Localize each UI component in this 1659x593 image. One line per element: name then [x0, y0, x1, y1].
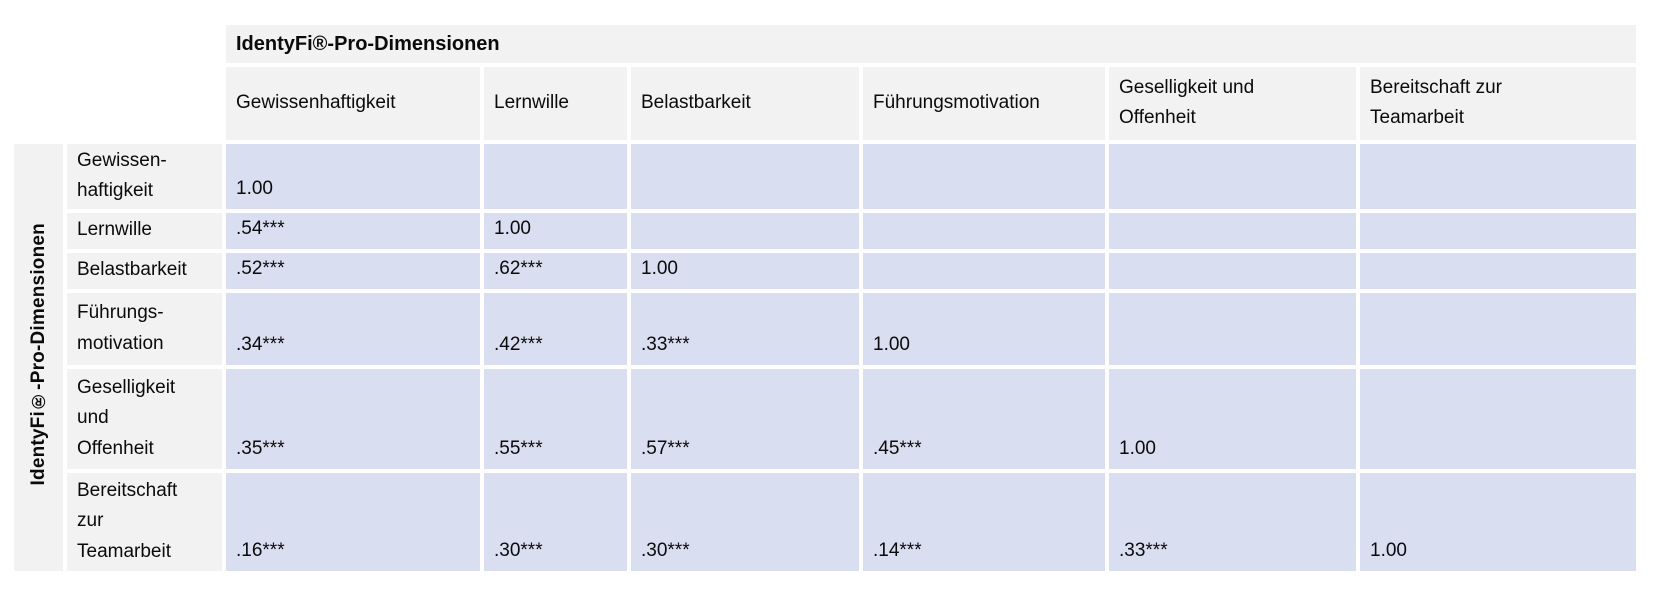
matrix-cell [863, 212, 1105, 249]
matrix-cell [1360, 212, 1636, 249]
row-header-lernwille: Lernwille [67, 212, 222, 249]
matrix-cell: .42*** [484, 292, 627, 365]
matrix-cell: 1.00 [226, 143, 480, 209]
table-row: Geselligkeit und Offenheit .35*** .55***… [14, 368, 1636, 469]
matrix-cell [863, 143, 1105, 209]
spacer-cell [14, 25, 63, 63]
column-header-lernwille: Lernwille [484, 67, 627, 140]
matrix-cell [1109, 143, 1356, 209]
matrix-cell [1360, 292, 1636, 365]
matrix-cell: 1.00 [863, 292, 1105, 365]
column-group-title: IdentyFi®-Pro-Dimensionen [226, 25, 1636, 63]
matrix-cell [1109, 252, 1356, 289]
matrix-cell: .34*** [226, 292, 480, 365]
matrix-cell [631, 212, 859, 249]
matrix-cell: .16*** [226, 472, 480, 571]
matrix-cell: 1.00 [631, 252, 859, 289]
matrix-cell: .55*** [484, 368, 627, 469]
matrix-cell: .14*** [863, 472, 1105, 571]
matrix-cell: .30*** [484, 472, 627, 571]
row-header-geselligkeit-und-offenheit: Geselligkeit und Offenheit [67, 368, 222, 469]
matrix-cell: .57*** [631, 368, 859, 469]
matrix-cell [631, 143, 859, 209]
column-header-row: Gewissenhaftigkeit Lernwille Belastbarke… [14, 67, 1636, 140]
column-header-geselligkeit-und-offenheit: Geselligkeit und Offenheit [1109, 67, 1356, 140]
matrix-cell: 1.00 [1109, 368, 1356, 469]
table-row: Belastbarkeit .52*** .62*** 1.00 [14, 252, 1636, 289]
row-group-title: IdentyFi®-Pro-Dimensionen [27, 222, 49, 486]
row-header-belastbarkeit: Belastbarkeit [67, 252, 222, 289]
row-header-bereitschaft-zur-teamarbeit: Bereitschaft zur Teamarbeit [67, 472, 222, 571]
row-group-title-cell: IdentyFi®-Pro-Dimensionen [14, 143, 63, 571]
matrix-cell [484, 143, 627, 209]
matrix-cell: .33*** [631, 292, 859, 365]
matrix-cell: .52*** [226, 252, 480, 289]
column-header-gewissenhaftigkeit: Gewissenhaftigkeit [226, 67, 480, 140]
correlation-matrix-table: IdentyFi®-Pro-Dimensionen Gewissenhaftig… [10, 21, 1640, 575]
matrix-cell: 1.00 [484, 212, 627, 249]
spacer-cell [67, 25, 222, 63]
matrix-cell: .54*** [226, 212, 480, 249]
matrix-cell: .33*** [1109, 472, 1356, 571]
spacer-cell [14, 67, 63, 140]
table-row: IdentyFi®-Pro-Dimensionen Gewissen- haft… [14, 143, 1636, 571]
matrix-cell [1109, 292, 1356, 365]
column-header-bereitschaft-zur-teamarbeit: Bereitschaft zur Teamarbeit [1360, 67, 1636, 140]
matrix-cell: .45*** [863, 368, 1105, 469]
matrix-cell: .35*** [226, 368, 480, 469]
column-header-belastbarkeit: Belastbarkeit [631, 67, 859, 140]
row-header-gewissenhaftigkeit: Gewissen- haftigkeit [67, 143, 222, 209]
matrix-cell [1360, 252, 1636, 289]
table-row: Führungs- motivation .34*** .42*** .33**… [14, 292, 1636, 365]
table-row: Bereitschaft zur Teamarbeit .16*** .30**… [14, 472, 1636, 571]
matrix-cell [1360, 368, 1636, 469]
matrix-cell [1109, 212, 1356, 249]
row-header-fuehrungsmotivation: Führungs- motivation [67, 292, 222, 365]
matrix-cell: .62*** [484, 252, 627, 289]
column-header-fuehrungsmotivation: Führungsmotivation [863, 67, 1105, 140]
matrix-cell [1360, 143, 1636, 209]
matrix-cell [863, 252, 1105, 289]
spacer-cell [67, 67, 222, 140]
table-row: Lernwille .54*** 1.00 [14, 212, 1636, 249]
matrix-cell: .30*** [631, 472, 859, 571]
top-band-row: IdentyFi®-Pro-Dimensionen [14, 25, 1636, 63]
matrix-cell: 1.00 [1360, 472, 1636, 571]
